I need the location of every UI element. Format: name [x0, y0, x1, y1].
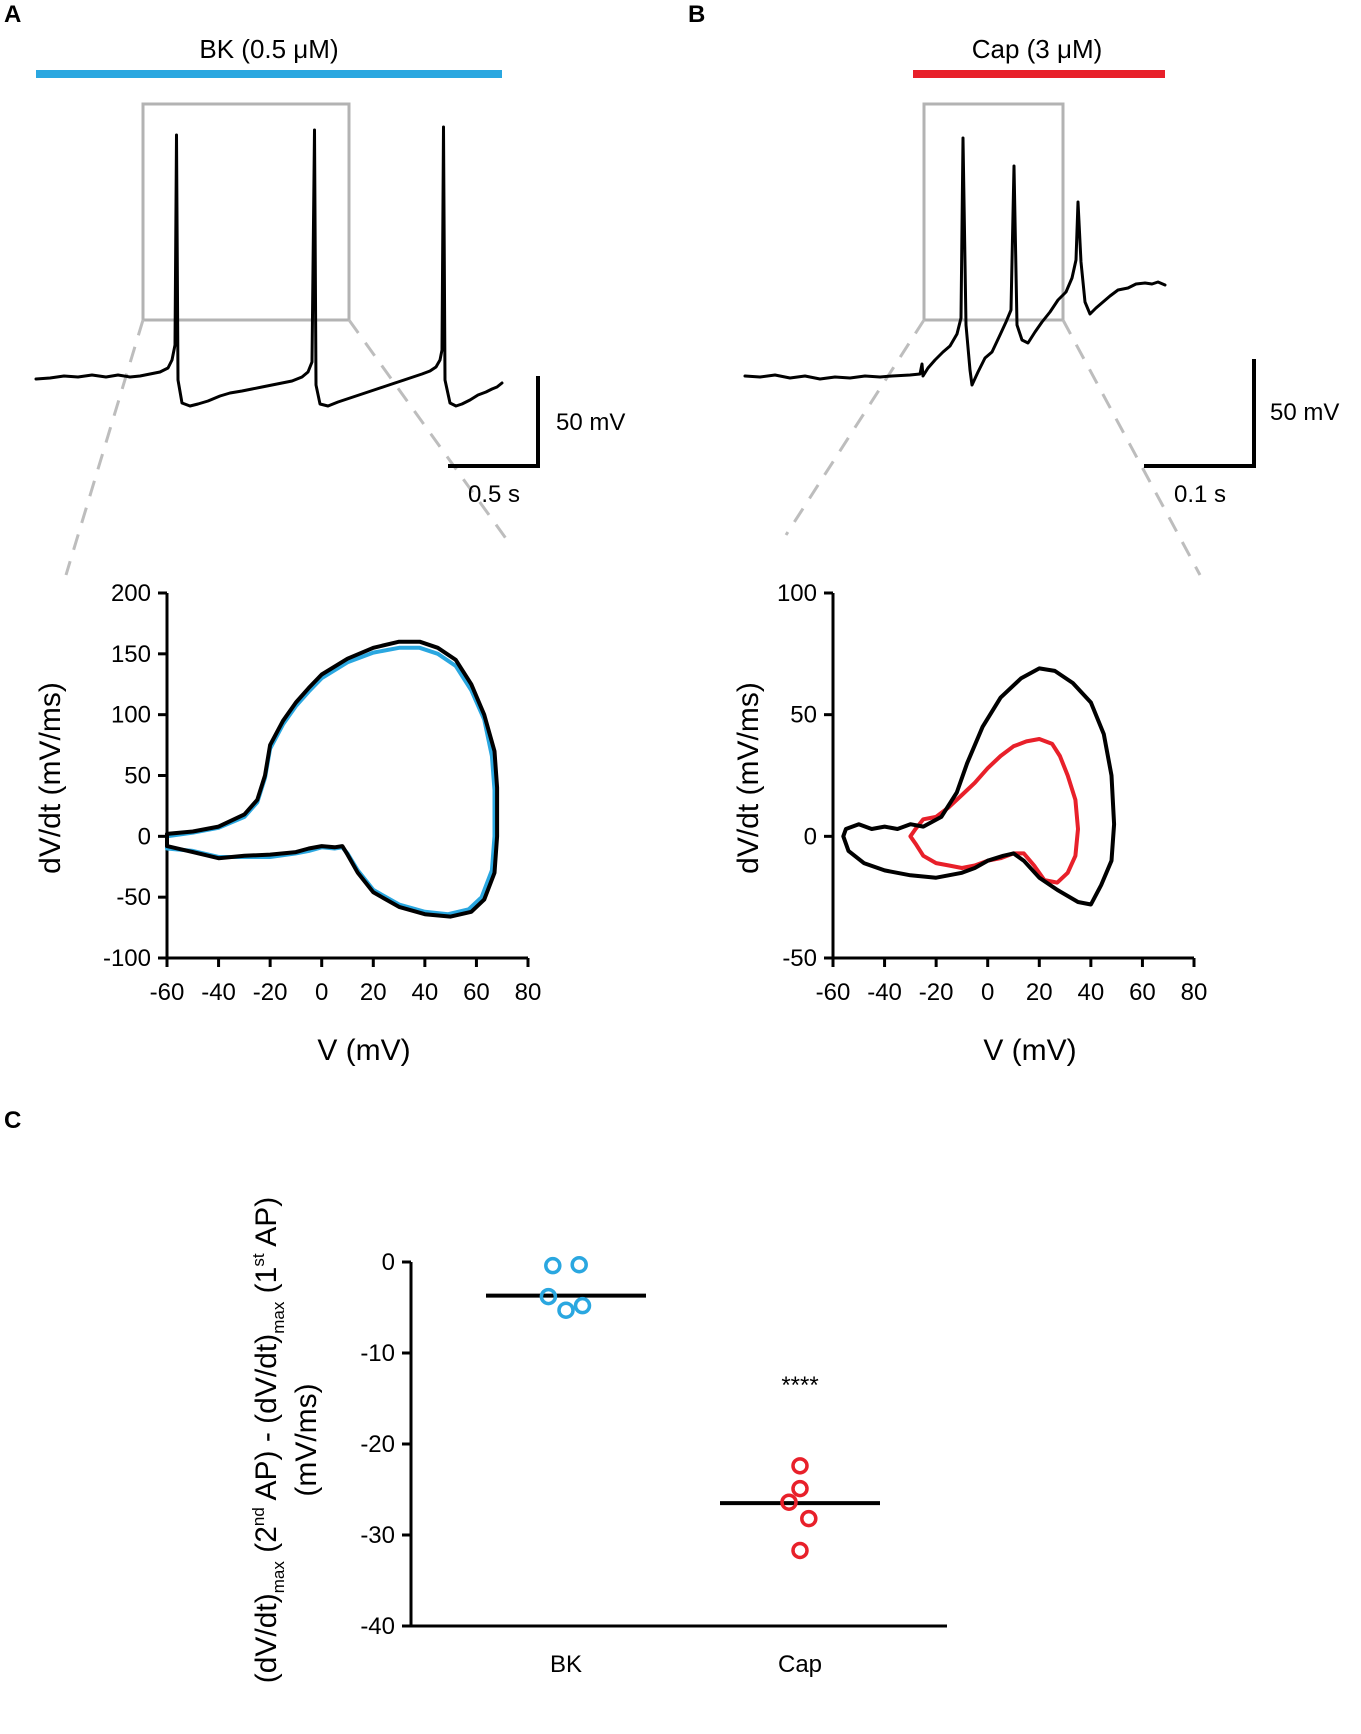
zoom-guide-left-b	[784, 319, 926, 536]
x-tick-label: 20	[360, 979, 387, 1006]
phase-bk-ylabel: dV/dt (mV/ms)	[34, 682, 67, 874]
ylabel-sub-max-2: max	[269, 1301, 288, 1334]
y-tick-label: 200	[111, 580, 151, 607]
scatter-difference: -40 -30 -20 -10 0 BK Cap **** (dV/dt)max (2nd …	[249, 1197, 947, 1684]
ylabel-part-5: AP)	[250, 1197, 283, 1254]
x-tick-label: -40	[867, 979, 902, 1006]
zoom-guide-right-b	[1061, 319, 1202, 576]
bk-drug-label: BK (0.5 μM)	[199, 34, 338, 64]
y-tick-label: 50	[124, 763, 151, 790]
ylabel-sup-st: st	[249, 1253, 268, 1267]
panel-b-letter: B	[688, 1, 705, 28]
data-point-cap	[791, 1457, 809, 1475]
y-tick-label: 0	[804, 823, 817, 850]
phase-cap-ylabel: dV/dt (mV/ms)	[732, 682, 765, 874]
data-point-bk	[573, 1296, 592, 1315]
x-tick-label: 0	[315, 979, 328, 1006]
time-scale-label-b: 0.1 s	[1174, 481, 1226, 508]
voltage-trace-bk	[34, 125, 504, 408]
x-tick-label: 80	[1181, 979, 1208, 1006]
y-tick-label: -10	[360, 1340, 395, 1367]
time-scale-label-a: 0.5 s	[468, 481, 520, 508]
zoom-guide-left-a	[64, 319, 145, 576]
x-tick-label: 80	[515, 979, 542, 1006]
voltage-scale-label-a: 50 mV	[556, 409, 625, 436]
y-tick-label: 50	[790, 702, 817, 729]
zoom-box-a	[141, 102, 351, 322]
y-tick-label: -30	[360, 1522, 395, 1549]
ylabel-part-4: (1	[250, 1267, 283, 1302]
phase-bk-xlabel: V (mV)	[317, 1034, 410, 1067]
x-tick-label: 40	[412, 979, 439, 1006]
data-point-cap	[780, 1493, 798, 1511]
zoom-guide-right-a	[347, 319, 509, 541]
y-tick-label: 100	[777, 580, 817, 607]
x-tick-label: -20	[253, 979, 288, 1006]
ylabel-sub-max-1: max	[269, 1561, 288, 1594]
scatter-ylabel-line-1: (dV/dt)max (2nd AP) - (dV/dt)max (1st AP…	[249, 1197, 288, 1684]
phase-plot-bk: -60 -40 -20 0 20 40 60 80 -100 -50 0 50 100 150 200 V …	[34, 580, 541, 1067]
phase-plot-cap: -60 -40 -20 0 20 40 60 80 -50 0 50 100 V (mV) dV/dt…	[732, 580, 1207, 1067]
ylabel-part-3: AP) - (dV/dt)	[250, 1334, 283, 1507]
x-tick-label: -20	[919, 979, 954, 1006]
panel-b: B Cap (3 μM) 50 mV 0.1 s	[688, 1, 1339, 576]
panel-c: C	[4, 1107, 21, 1134]
data-point-bk	[544, 1256, 562, 1275]
y-tick-label: 150	[111, 641, 151, 668]
phase-curve-control	[841, 666, 1117, 907]
data-point-cap	[800, 1509, 818, 1528]
x-tick-label: -40	[201, 979, 236, 1006]
cap-drug-label: Cap (3 μM)	[972, 34, 1103, 64]
significance-annotation: ****	[781, 1372, 818, 1399]
data-point-cap	[791, 1479, 809, 1498]
scatter-ylabel-line-2: (mV/ms)	[290, 1383, 323, 1496]
panel-c-letter: C	[4, 1107, 21, 1134]
voltage-trace-cap	[743, 136, 1167, 387]
y-tick-label: -50	[116, 884, 151, 911]
x-tick-label: 60	[463, 979, 490, 1006]
ylabel-sup-nd: nd	[249, 1507, 268, 1526]
phase-cap-xlabel: V (mV)	[983, 1034, 1076, 1067]
y-tick-label: 0	[382, 1249, 395, 1276]
x-tick-label: 0	[981, 979, 994, 1006]
panel-a-letter: A	[4, 1, 21, 28]
phase-curve-bk	[165, 645, 497, 917]
scatter-ylabel: (dV/dt)max (2nd AP) - (dV/dt)max (1st AP…	[249, 1197, 323, 1684]
data-point-bk	[557, 1301, 575, 1319]
x-tick-label: 20	[1026, 979, 1053, 1006]
voltage-scale-label-b: 50 mV	[1270, 399, 1339, 426]
ylabel-part-1: (dV/dt)	[250, 1593, 283, 1683]
phase-curve-control	[165, 639, 500, 919]
phase-curve-cap	[908, 737, 1080, 885]
x-tick-label: -60	[150, 979, 185, 1006]
data-point-bk	[570, 1255, 588, 1274]
ylabel-part-2: (2	[250, 1526, 283, 1561]
y-tick-label: -40	[360, 1613, 395, 1640]
y-tick-label: 0	[138, 823, 151, 850]
x-tick-label: -60	[816, 979, 851, 1006]
category-label-bk: BK	[550, 1651, 582, 1678]
y-tick-label: -100	[103, 945, 151, 972]
y-tick-label: -50	[782, 945, 817, 972]
category-label-cap: Cap	[778, 1651, 822, 1678]
y-tick-label: 100	[111, 702, 151, 729]
x-tick-label: 60	[1129, 979, 1156, 1006]
x-tick-label: 40	[1078, 979, 1105, 1006]
data-point-cap	[791, 1541, 809, 1560]
data-point-bk	[539, 1287, 558, 1306]
zoom-box-b	[922, 102, 1065, 322]
panel-a: A BK (0.5 μM) 50 mV 0.5 s	[4, 1, 625, 576]
y-tick-label: -20	[360, 1431, 395, 1458]
